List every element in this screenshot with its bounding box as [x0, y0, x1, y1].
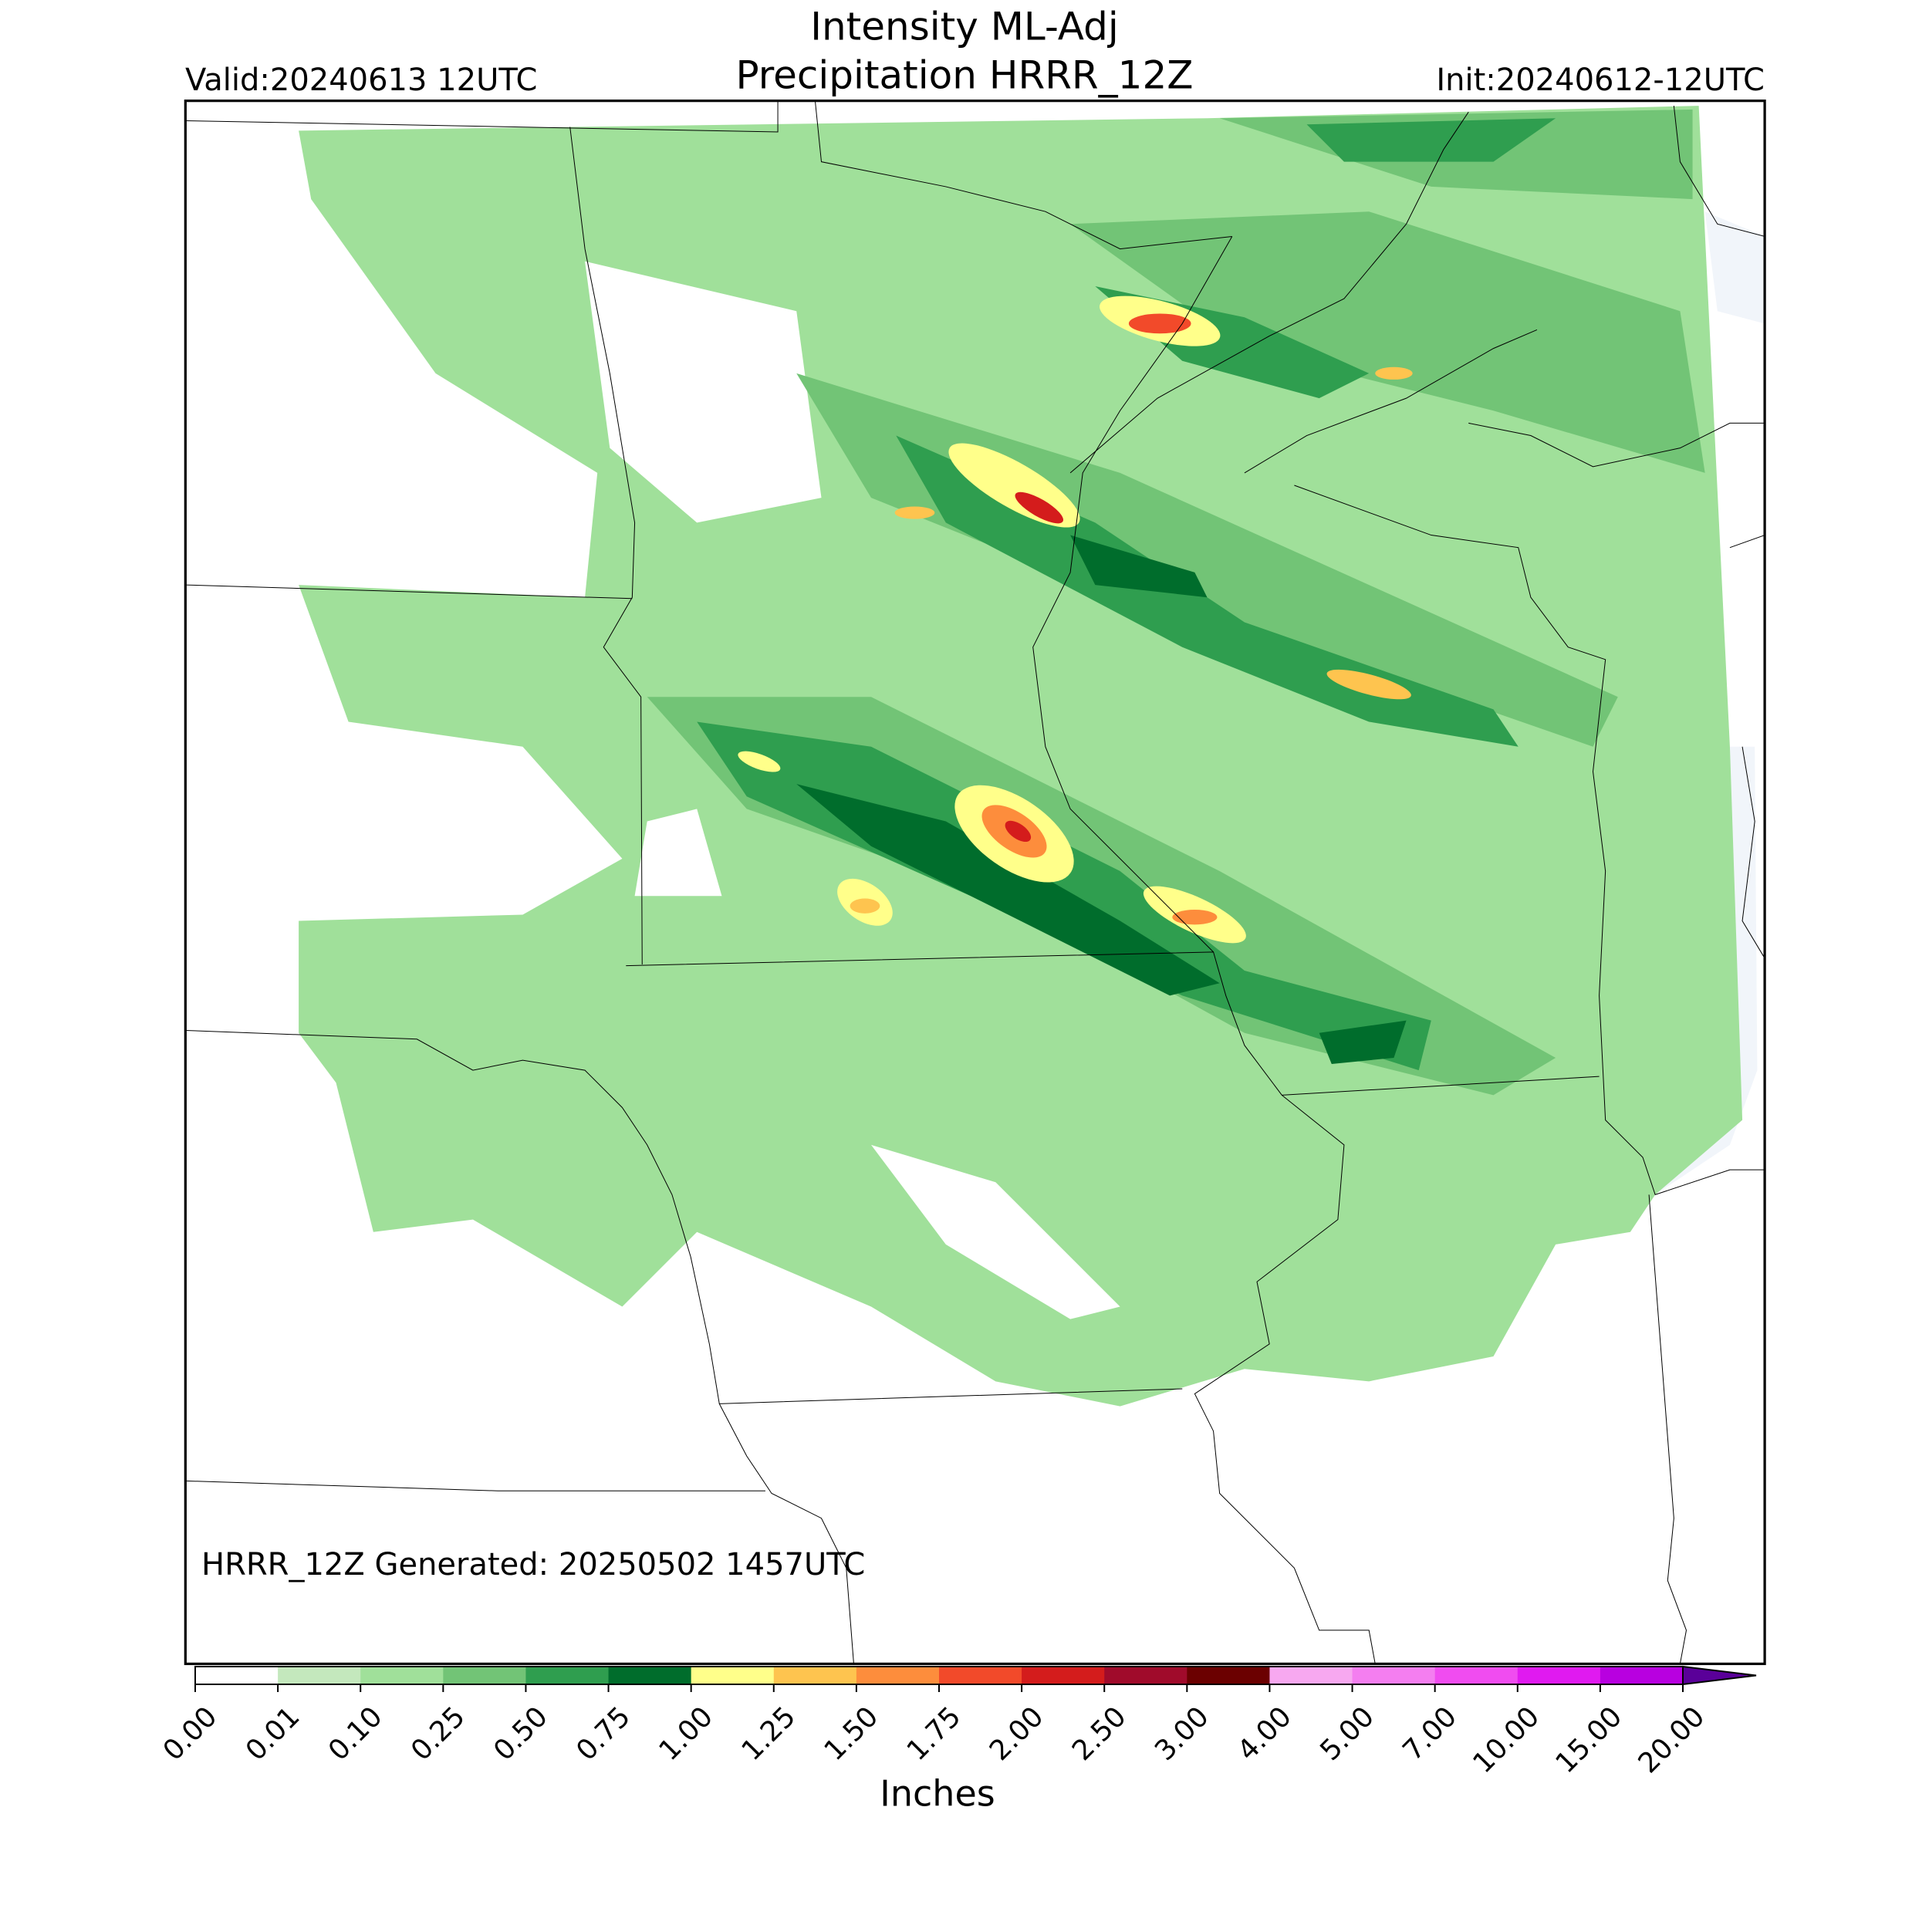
map-frame	[184, 100, 1766, 1666]
colorbar-tick-label: 4.00	[1231, 1701, 1298, 1767]
colorbar-extension	[1682, 1665, 1757, 1686]
colorbar-segment	[773, 1667, 857, 1684]
map	[184, 100, 1766, 1666]
colorbar-tick-label: 15.00	[1549, 1701, 1628, 1779]
valid-time: Valid:20240613 12UTC	[185, 62, 537, 98]
colorbar-segment	[608, 1667, 692, 1684]
subtitle: Precipitation HRRR_12Z	[735, 53, 1193, 98]
colorbar-tick-label: 0.00	[157, 1701, 224, 1767]
colorbar-tick-label: 3.00	[1149, 1701, 1215, 1767]
colorbar-segment	[691, 1667, 775, 1684]
colorbar-segment	[1269, 1667, 1353, 1684]
colorbar-segment	[525, 1667, 610, 1684]
generated-note: HRRR_12Z Generated: 20250502 1457UTC	[201, 1547, 865, 1582]
colorbar-tick-label: 2.50	[1066, 1701, 1133, 1767]
colorbar-segment	[1187, 1667, 1270, 1684]
colorbar-tick-label: 0.50	[488, 1701, 554, 1767]
colorbar-tick-label: 0.25	[405, 1701, 471, 1767]
colorbar-segment	[1022, 1667, 1105, 1684]
title: Intensity ML-Adj	[810, 5, 1119, 49]
colorbar-label: Inches	[880, 1773, 995, 1815]
colorbar-segment	[1434, 1667, 1519, 1684]
colorbar-segment	[939, 1667, 1022, 1684]
colorbar-tick-label: 5.00	[1314, 1701, 1380, 1767]
colorbar-tick-label: 7.00	[1397, 1701, 1463, 1767]
colorbar-segment	[1517, 1667, 1601, 1684]
colorbar-segment	[1104, 1667, 1187, 1684]
colorbar-segment	[360, 1667, 444, 1684]
colorbar-segment	[278, 1667, 361, 1684]
colorbar-segment	[1352, 1667, 1436, 1684]
colorbar-tick-label: 1.50	[819, 1701, 885, 1767]
colorbar-segment	[195, 1667, 279, 1684]
precip-gap	[585, 261, 1120, 1319]
init-time: Init:20240612-12UTC	[1436, 62, 1765, 98]
colorbar-segment	[1600, 1667, 1684, 1684]
colorbar-tick-label: 10.00	[1467, 1701, 1546, 1779]
precip-heavy	[738, 296, 1413, 944]
colorbar-segment	[856, 1667, 940, 1684]
colorbar-tick-label: 0.75	[570, 1701, 637, 1767]
colorbar-tick-label: 1.25	[736, 1701, 802, 1767]
colorbar-tick-label: 0.10	[323, 1701, 389, 1767]
colorbar: 0.00 0.01 0.10 0.25 0.50 0.75 1.00 1.25 1.50 1.75…	[157, 1665, 1757, 1779]
colorbar-tick-label: 1.00	[653, 1701, 719, 1767]
colorbar-tick-label: 0.01	[240, 1701, 306, 1767]
boundaries	[185, 101, 1765, 1664]
colorbar-tick-label: 20.00	[1633, 1701, 1711, 1779]
colorbar-tick-label: 2.00	[984, 1701, 1050, 1767]
colorbar-segment	[443, 1667, 526, 1684]
colorbar-tick-label: 1.75	[901, 1701, 968, 1767]
precip-darkest	[796, 535, 1407, 1065]
